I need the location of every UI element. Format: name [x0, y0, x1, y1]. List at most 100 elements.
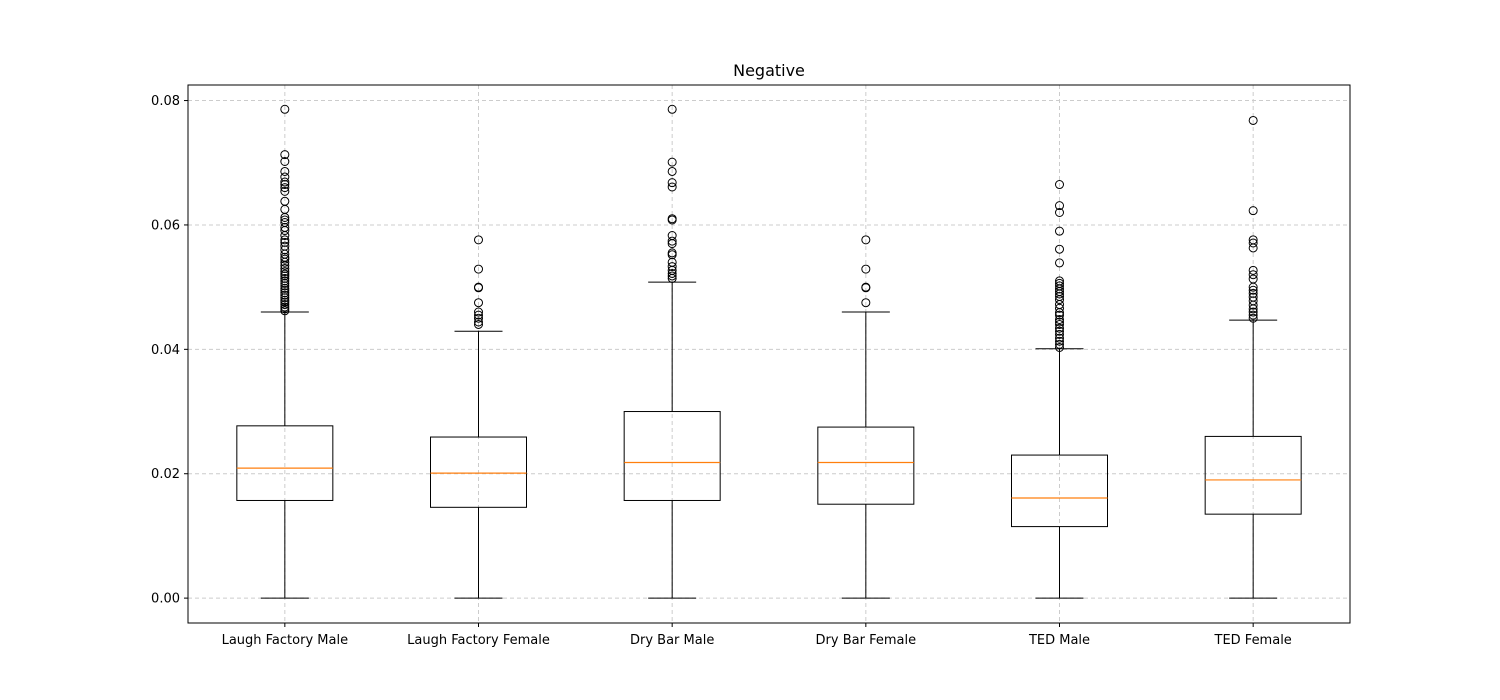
outlier-point: [280, 300, 290, 310]
outlier-point: [1248, 288, 1258, 298]
outlier-point: [1055, 342, 1064, 352]
y-tick-label: 0.02: [151, 467, 180, 482]
grid-lines: [188, 85, 1350, 623]
outlier-point: [1248, 313, 1258, 323]
iqr-box: [236, 425, 334, 501]
outlier-point: [667, 166, 677, 176]
outlier-point: [1248, 300, 1258, 310]
outlier-point: [474, 235, 483, 245]
outlier-point: [474, 298, 483, 308]
outlier-point: [1055, 226, 1064, 236]
outlier-point: [474, 264, 483, 274]
iqr-box: [430, 436, 527, 508]
outlier-point: [280, 231, 290, 241]
x-tick-label: Laugh Factory Male: [222, 633, 348, 648]
outlier-point: [1055, 310, 1064, 320]
outlier-point: [1248, 285, 1258, 295]
outlier-point: [280, 104, 290, 114]
outlier-point: [1055, 180, 1064, 190]
outlier-point: [280, 245, 290, 255]
outlier-point: [667, 271, 677, 281]
y-tick-label: 0.04: [151, 343, 180, 358]
outlier-point: [1248, 206, 1258, 216]
y-tick-label: 0.08: [151, 94, 180, 109]
outlier-point: [280, 267, 290, 277]
outlier-point: [280, 186, 290, 196]
outlier-point: [667, 236, 677, 246]
iqr-box: [623, 411, 721, 501]
outlier-point: [280, 235, 290, 245]
outlier-point: [280, 157, 290, 167]
outlier-point: [667, 268, 677, 278]
outlier-point: [280, 288, 290, 298]
outlier-point: [667, 182, 677, 192]
outlier-point: [1248, 265, 1258, 275]
outlier-point: [280, 263, 290, 273]
outlier-point: [280, 215, 290, 225]
y-tick-label: 0.00: [151, 592, 180, 607]
box-ted-male: [1011, 180, 1108, 599]
boxes: [236, 104, 1302, 599]
outlier-point: [861, 264, 871, 274]
outlier-point: [1055, 333, 1064, 343]
outlier-point: [1055, 319, 1064, 329]
outlier-point: [1055, 303, 1064, 313]
outlier-point: [1055, 323, 1064, 333]
box-laugh-factory-male: [236, 104, 334, 599]
outlier-point: [280, 183, 290, 193]
outlier-point: [1055, 289, 1064, 299]
x-tick-label: Laugh Factory Female: [407, 633, 550, 648]
outlier-point: [1248, 304, 1258, 314]
outlier-point: [474, 319, 483, 329]
outlier-point: [861, 298, 871, 308]
outlier-point: [667, 215, 677, 225]
outlier-point: [667, 273, 677, 283]
outlier-point: [280, 226, 290, 236]
outlier-point: [861, 235, 871, 245]
outlier-point: [667, 239, 677, 249]
outlier-point: [474, 313, 483, 323]
y-axis-ticks: 0.00 0.02 0.04 0.06 0.08: [151, 94, 188, 607]
box-ted-female: [1204, 115, 1302, 599]
iqr-box: [817, 426, 915, 505]
outlier-point: [280, 297, 290, 307]
outlier-point: [1055, 317, 1064, 327]
outlier-point: [280, 212, 290, 222]
outlier-point: [1055, 201, 1064, 211]
outlier-point: [1055, 339, 1064, 349]
outlier-point: [280, 172, 290, 182]
x-tick-label: Dry Bar Male: [630, 633, 714, 648]
outlier-point: [280, 166, 290, 176]
outlier-point: [1055, 258, 1064, 268]
outlier-point: [861, 283, 871, 293]
outlier-point: [1248, 307, 1258, 317]
outlier-point: [1055, 295, 1064, 305]
outlier-point: [280, 260, 290, 270]
outlier-point: [667, 178, 677, 188]
outlier-point: [1248, 310, 1258, 320]
box-laugh-factory-female: [430, 235, 527, 599]
x-tick-label: TED Male: [1028, 633, 1090, 648]
x-tick-label: Dry Bar Female: [816, 633, 917, 648]
iqr-box: [1011, 454, 1108, 528]
outlier-point: [474, 283, 483, 293]
outlier-point: [1055, 314, 1064, 324]
box-dry-bar-female: [817, 235, 915, 599]
outlier-point: [280, 271, 290, 281]
outlier-point: [474, 317, 483, 327]
box-dry-bar-male: [623, 104, 721, 599]
outlier-point: [280, 290, 290, 300]
outlier-point: [280, 254, 290, 264]
outlier-point: [1055, 336, 1064, 346]
outlier-point: [280, 237, 290, 247]
outlier-point: [1248, 270, 1258, 280]
outlier-point: [667, 157, 677, 167]
outlier-point: [1248, 243, 1258, 253]
chart-title: Negative: [733, 61, 805, 80]
outlier-point: [280, 306, 290, 316]
outlier-point: [667, 250, 677, 260]
y-tick-label: 0.06: [151, 218, 180, 233]
outlier-point: [667, 104, 677, 114]
outlier-point: [280, 180, 290, 190]
